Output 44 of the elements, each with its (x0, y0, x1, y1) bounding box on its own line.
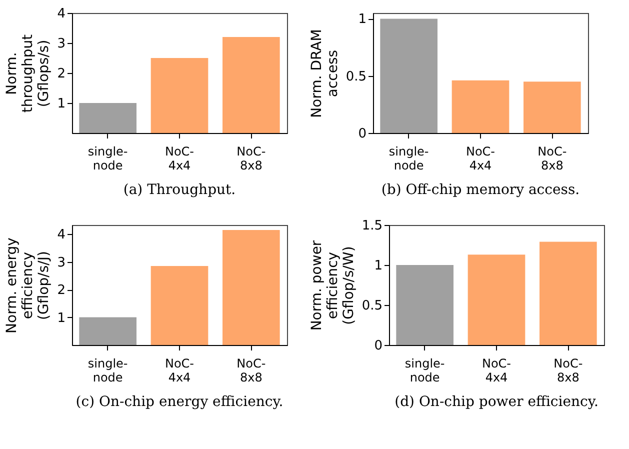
text: (a) Throughput. (123, 182, 236, 198)
bar (524, 82, 581, 133)
x-tick-label: single-node (404, 356, 445, 384)
bar (222, 230, 280, 345)
y-tick-label: 2 (57, 283, 66, 298)
x-tick-label: single-node (388, 144, 429, 172)
y-tick-label: 1 (374, 258, 382, 274)
y-axis-title: Norm. DRAM access (308, 29, 341, 118)
x-tick-label: NoC-8x8 (538, 144, 567, 172)
y-axis-title: Norm. energy efficiency (Gflop/s/J) (4, 238, 52, 334)
y-tick-label: 3 (57, 255, 66, 270)
y-tick-label: 0 (358, 126, 366, 142)
x-tick-label: NoC-8x8 (236, 356, 266, 384)
bar (79, 103, 136, 133)
y-tick-label: 1 (57, 96, 66, 112)
bar (380, 18, 438, 133)
y-tick-label: 1 (358, 12, 366, 28)
y-tick-label: 2 (57, 66, 66, 82)
y-tick-label: 3 (57, 36, 66, 52)
y-tick-label: 0 (374, 338, 382, 354)
text: (c) On-chip energy efficiency. (76, 394, 284, 410)
x-tick-label: NoC-4x4 (466, 144, 496, 172)
bar (79, 317, 136, 345)
text: (d) On-chip power efficiency. (394, 394, 598, 410)
bar (452, 80, 510, 133)
y-axis-title: Norm. throughput (Gflops/s) (4, 34, 52, 113)
x-tick-label: NoC-8x8 (554, 356, 583, 384)
x-tick-label: single-node (88, 144, 128, 172)
bar (150, 266, 208, 345)
text: (b) Off-chip memory access. (381, 182, 580, 198)
x-tick-label: NoC-4x4 (482, 356, 512, 384)
y-axis-title: Norm. power efficiency (Gflop/s/W) (308, 240, 357, 331)
y-tick-label: 0.5 (362, 298, 382, 314)
x-tick-label: NoC-8x8 (236, 144, 266, 172)
y-tick-label: 4 (57, 6, 66, 22)
x-tick-label: NoC-4x4 (164, 144, 194, 172)
y-tick-label: 4 (57, 228, 66, 243)
bar (222, 37, 280, 133)
x-tick-label: NoC-4x4 (164, 356, 194, 384)
x-tick-label: single-node (88, 356, 128, 384)
y-tick-label: 1.5 (362, 218, 382, 234)
y-tick-label: 0.5 (346, 69, 366, 84)
bar (150, 58, 208, 133)
y-tick-label: 1 (57, 310, 66, 326)
